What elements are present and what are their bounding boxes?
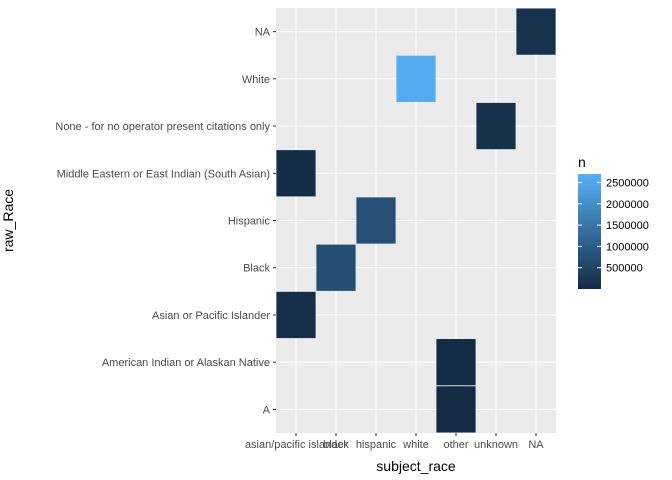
legend-colorbar <box>578 174 601 289</box>
legend-ticks: 500000 1000000 1500000 2000000 2500000 <box>578 178 649 275</box>
legend-tick-label: 2500000 <box>606 178 649 190</box>
heatmap-cell <box>276 150 316 197</box>
y-axis-ticks: A American Indian or Alaskan Native Asian … <box>55 27 276 416</box>
y-tick-label: White <box>242 74 270 86</box>
x-tick-label: white <box>402 439 429 451</box>
heatmap-cell <box>276 291 316 339</box>
x-tick-label: asian/pacific islander <box>245 439 347 451</box>
y-tick-label: A <box>263 404 271 416</box>
x-axis-title: subject_race <box>376 458 456 474</box>
legend-title: n <box>578 154 586 170</box>
x-tick-label: hispanic <box>356 439 397 451</box>
heatmap-cells <box>276 8 556 433</box>
heatmap-cell <box>396 55 436 102</box>
color-legend: n 500000 1000000 1500000 2000000 2500000 <box>578 154 649 289</box>
y-axis-title: raw_Race <box>0 189 16 252</box>
x-tick-label: black <box>323 439 349 451</box>
legend-tick-label: 1500000 <box>606 220 649 232</box>
legend-tick-label: 1000000 <box>606 241 649 253</box>
legend-tick-label: 500000 <box>606 263 643 275</box>
y-tick-label: None - for no operator present citations… <box>55 121 270 133</box>
y-tick-label: Middle Eastern or East Indian (South Asi… <box>57 168 270 180</box>
x-tick-label: unknown <box>474 439 518 451</box>
y-tick-label: American Indian or Alaskan Native <box>102 357 270 369</box>
y-tick-label: Black <box>243 263 270 275</box>
legend-tick-label: 2000000 <box>606 199 649 211</box>
x-tick-label: NA <box>528 439 544 451</box>
y-tick-label: Hispanic <box>228 216 271 228</box>
x-tick-label: other <box>443 439 468 451</box>
heatmap-cell <box>436 339 476 386</box>
heatmap-cell <box>316 244 356 291</box>
heatmap-cell <box>436 386 476 433</box>
heatmap-cell <box>356 197 396 244</box>
y-tick-label: Asian or Pacific Islander <box>152 310 270 322</box>
heatmap-cell <box>476 102 516 150</box>
heatmap-cell <box>516 8 556 55</box>
y-tick-label: NA <box>255 27 271 39</box>
